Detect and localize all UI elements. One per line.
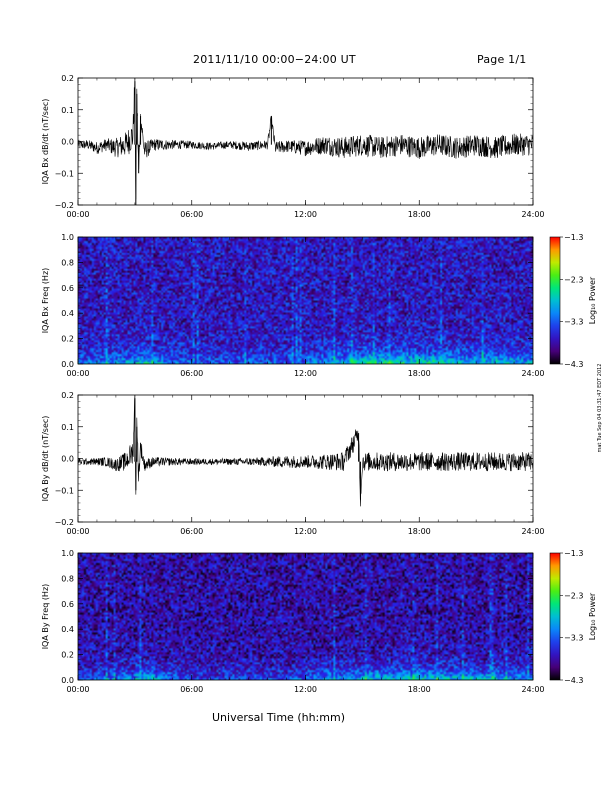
y-tick-label: 0.6: [61, 284, 74, 293]
x-tick-label: 00:00: [66, 527, 89, 536]
y-tick-label: −0.1: [55, 486, 74, 495]
panel-frame: [77, 236, 534, 365]
x-tick-label: 00:00: [66, 210, 89, 219]
y-tick-label: 0.2: [61, 335, 74, 344]
panel-2-axes: 00:00 06:00 12:00 18:00 24:00 1.0 0.8 0.6 0.4 0.2…: [41, 233, 545, 378]
x-tick-label: 24:00: [521, 210, 544, 219]
x-tick-label: 00:00: [66, 369, 89, 378]
y-tick-label: −0.2: [55, 201, 74, 210]
panel-frame: [77, 394, 534, 523]
panel-3-spikes: [134, 398, 361, 500]
y-tick-label: 0.2: [61, 391, 74, 400]
x-tick-label: 06:00: [180, 527, 203, 536]
panel-4-axes: 00:00 06:00 12:00 18:00 24:00 1.0 0.8 0.6 0.4 0.2…: [41, 549, 545, 694]
colorbar-label: Log₁₀ Power: [588, 592, 597, 640]
x-axis-title: Universal Time (hh:mm): [212, 711, 345, 724]
side-stamp: mat Tue Sep 04 03:31:47 EDT 2012: [597, 363, 603, 453]
y-axis-label: IQA By dB/dt (nT/sec): [41, 416, 50, 502]
x-tick-label: 06:00: [180, 685, 203, 694]
y-tick-label: 0.0: [61, 676, 74, 685]
y-axis-label: IQA Bx dB/dt (nT/sec): [41, 99, 50, 185]
x-tick-label: 00:00: [66, 685, 89, 694]
page-indicator: Page 1/1: [477, 53, 527, 66]
x-tick-label: 24:00: [521, 685, 544, 694]
plot-title: 2011/11/10 00:00−24:00 UT: [193, 53, 356, 66]
x-tick-label: 18:00: [408, 527, 431, 536]
y-tick-label: 0.2: [61, 651, 74, 660]
colorbar-tick-label: −3.3: [564, 318, 583, 327]
panel-4-spectrogram: [78, 553, 533, 680]
y-tick-label: 0.4: [61, 309, 74, 318]
x-tick-label: 18:00: [408, 369, 431, 378]
colorbar-tick-label: −1.3: [564, 549, 583, 558]
x-tick-label: 06:00: [180, 210, 203, 219]
panel-3-axes: 00:00 06:00 12:00 18:00 24:00 0.2 0.1 0.0 −0.1 −0…: [41, 391, 545, 536]
y-tick-label: 1.0: [61, 549, 74, 558]
y-tick-label: 0.2: [61, 74, 74, 83]
x-tick-label: 06:00: [180, 369, 203, 378]
colorbar-bar: [549, 236, 561, 365]
x-tick-label: 12:00: [294, 527, 317, 536]
panel-2-spectrogram: [78, 237, 533, 364]
y-tick-label: 0.1: [61, 106, 74, 115]
y-tick-label: 0.6: [61, 600, 74, 609]
x-tick-label: 18:00: [408, 685, 431, 694]
y-axis-label: IQA Bx Freq (Hz): [41, 268, 50, 334]
y-tick-label: 0.8: [61, 574, 74, 583]
colorbar-tick-label: −3.3: [564, 634, 583, 643]
colorbar-tick-label: −4.3: [564, 360, 583, 369]
y-tick-label: −0.1: [55, 169, 74, 178]
panel-4-colorbar: −1.3 −2.3 −3.3 −4.3 Log₁₀ Power: [549, 549, 597, 685]
x-tick-label: 12:00: [294, 369, 317, 378]
y-tick-label: −0.2: [55, 518, 74, 527]
x-tick-label: 18:00: [408, 210, 431, 219]
y-axis-label: IQA By Freq (Hz): [41, 584, 50, 650]
panel-frame: [77, 552, 534, 681]
panel-1-axes: 00:00 06:00 12:00 18:00 24:00 0.2 0.1 0.0 −0.1 −0…: [41, 74, 545, 219]
panel-frame: [77, 77, 534, 206]
colorbar-tick-label: −1.3: [564, 233, 583, 242]
x-tick-label: 24:00: [521, 369, 544, 378]
y-tick-label: 0.4: [61, 625, 74, 634]
x-tick-label: 12:00: [294, 210, 317, 219]
y-tick-label: 0.0: [61, 138, 74, 147]
y-tick-label: 0.1: [61, 423, 74, 432]
colorbar-tick-label: −2.3: [564, 591, 583, 600]
panel-2-colorbar: −1.3 −2.3 −3.3 −4.3 Log₁₀ Power: [549, 233, 597, 369]
colorbar-bar: [549, 552, 561, 681]
x-tick-label: 12:00: [294, 685, 317, 694]
colorbar-label: Log₁₀ Power: [588, 276, 597, 324]
colorbar-tick-label: −2.3: [564, 275, 583, 284]
y-tick-label: 0.8: [61, 258, 74, 267]
panel-3-trace: [77, 394, 534, 507]
panel-1-trace: [77, 77, 534, 200]
y-tick-label: 0.0: [61, 360, 74, 369]
colorbar-tick-label: −4.3: [564, 676, 583, 685]
y-tick-label: 1.0: [61, 233, 74, 242]
y-tick-label: 0.0: [61, 455, 74, 464]
x-tick-label: 24:00: [521, 527, 544, 536]
